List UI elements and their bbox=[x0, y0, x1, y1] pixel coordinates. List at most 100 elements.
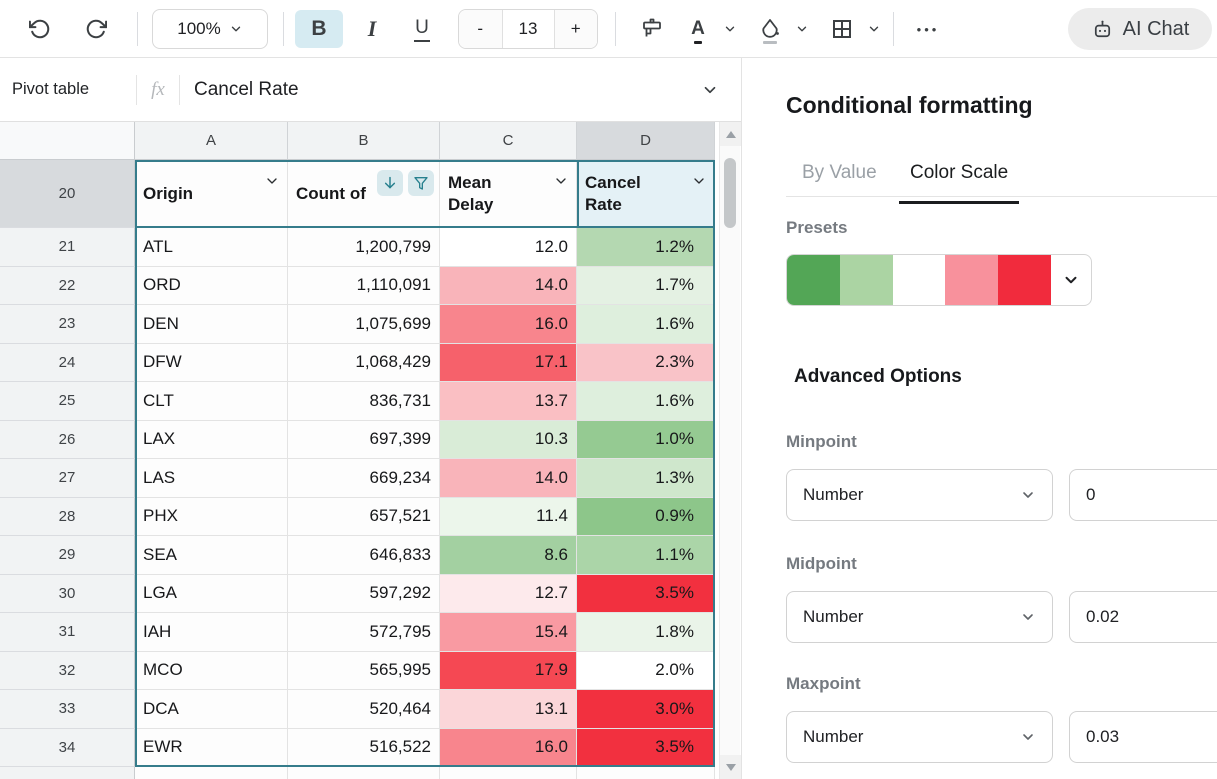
row-header[interactable]: 20 bbox=[0, 160, 135, 228]
cell-cancel-rate[interactable]: 3.5% bbox=[577, 574, 715, 613]
font-size-decrease-button[interactable]: - bbox=[459, 10, 502, 48]
formula-expand-chevron[interactable] bbox=[701, 81, 719, 99]
cell-mean-delay[interactable]: 12.7 bbox=[440, 574, 577, 613]
cell-cancel-rate[interactable]: 1.2% bbox=[577, 228, 715, 267]
sort-descending-icon[interactable] bbox=[377, 170, 403, 196]
row-header[interactable]: 25 bbox=[0, 382, 135, 421]
vertical-scrollbar[interactable] bbox=[719, 122, 741, 779]
italic-button[interactable]: I bbox=[352, 9, 392, 49]
column-header-a[interactable]: A bbox=[135, 122, 288, 160]
cell-cancel-rate[interactable]: 1.6% bbox=[577, 305, 715, 344]
cell[interactable] bbox=[577, 767, 715, 779]
cell-origin[interactable]: MCO bbox=[135, 651, 288, 690]
cell-cancel-rate[interactable]: 1.3% bbox=[577, 459, 715, 498]
cell-origin[interactable]: EWR bbox=[135, 728, 288, 767]
cell-count[interactable]: 697,399 bbox=[288, 420, 440, 459]
row-header[interactable]: 28 bbox=[0, 497, 135, 536]
cell-mean-delay[interactable]: 12.0 bbox=[440, 228, 577, 267]
scroll-up-button[interactable] bbox=[720, 122, 741, 146]
text-color-button[interactable]: A bbox=[680, 9, 716, 49]
row-header[interactable]: 23 bbox=[0, 305, 135, 344]
paint-format-button[interactable] bbox=[632, 9, 672, 49]
name-box[interactable]: Pivot table bbox=[12, 80, 90, 98]
row-header[interactable]: 31 bbox=[0, 613, 135, 652]
cell-origin[interactable]: LGA bbox=[135, 574, 288, 613]
cell-cancel-rate[interactable]: 2.3% bbox=[577, 343, 715, 382]
bold-button[interactable]: B bbox=[295, 10, 343, 48]
chevron-down-icon[interactable] bbox=[553, 173, 569, 189]
font-size-input[interactable]: 13 bbox=[501, 10, 555, 48]
maxpoint-type-dropdown[interactable]: Number bbox=[786, 711, 1053, 763]
column-header-b[interactable]: B bbox=[288, 122, 440, 160]
column-header-c[interactable]: C bbox=[440, 122, 577, 160]
cell[interactable] bbox=[440, 767, 577, 779]
chevron-down-icon[interactable] bbox=[691, 173, 707, 189]
cell-count[interactable]: 1,110,091 bbox=[288, 266, 440, 305]
cell-count[interactable]: 520,464 bbox=[288, 690, 440, 729]
scrollbar-thumb[interactable] bbox=[724, 158, 736, 228]
undo-button[interactable] bbox=[20, 9, 60, 49]
cell-mean-delay[interactable]: 14.0 bbox=[440, 459, 577, 498]
cell-origin[interactable]: DCA bbox=[135, 690, 288, 729]
corner-cell[interactable] bbox=[0, 122, 135, 160]
cell-mean-delay[interactable]: 10.3 bbox=[440, 420, 577, 459]
preset-color-scale-select[interactable] bbox=[786, 254, 1092, 306]
fill-color-dropdown[interactable] bbox=[788, 9, 816, 49]
cell-origin[interactable]: PHX bbox=[135, 497, 288, 536]
tab-by-value[interactable]: By Value bbox=[802, 162, 877, 183]
cell-origin[interactable]: LAX bbox=[135, 420, 288, 459]
header-cell-origin[interactable]: Origin bbox=[135, 160, 288, 228]
row-header[interactable]: 32 bbox=[0, 651, 135, 690]
cell-mean-delay[interactable]: 15.4 bbox=[440, 613, 577, 652]
cell-count[interactable]: 836,731 bbox=[288, 382, 440, 421]
cell-cancel-rate[interactable]: 1.8% bbox=[577, 613, 715, 652]
cell-cancel-rate[interactable]: 0.9% bbox=[577, 497, 715, 536]
row-header[interactable] bbox=[0, 767, 135, 779]
maxpoint-value-input[interactable]: 0.03 bbox=[1069, 711, 1217, 763]
cell-count[interactable]: 669,234 bbox=[288, 459, 440, 498]
row-header[interactable]: 29 bbox=[0, 536, 135, 575]
zoom-select[interactable]: 100% bbox=[152, 9, 268, 49]
cell-origin[interactable]: DEN bbox=[135, 305, 288, 344]
cell-count[interactable]: 597,292 bbox=[288, 574, 440, 613]
tab-color-scale[interactable]: Color Scale bbox=[898, 156, 1020, 204]
cell-mean-delay[interactable]: 11.4 bbox=[440, 497, 577, 536]
cell-count[interactable]: 1,075,699 bbox=[288, 305, 440, 344]
row-header[interactable]: 33 bbox=[0, 690, 135, 729]
cell-cancel-rate[interactable]: 3.0% bbox=[577, 690, 715, 729]
header-cell-mean-delay[interactable]: Mean Delay bbox=[440, 160, 577, 228]
cell-mean-delay[interactable]: 16.0 bbox=[440, 305, 577, 344]
cell-cancel-rate[interactable]: 1.7% bbox=[577, 266, 715, 305]
cell-cancel-rate[interactable]: 3.5% bbox=[577, 728, 715, 767]
scroll-down-button[interactable] bbox=[720, 755, 741, 779]
cell[interactable] bbox=[288, 767, 440, 779]
row-header[interactable]: 22 bbox=[0, 266, 135, 305]
cell-count[interactable]: 516,522 bbox=[288, 728, 440, 767]
cell-cancel-rate[interactable]: 1.1% bbox=[577, 536, 715, 575]
cell-mean-delay[interactable]: 8.6 bbox=[440, 536, 577, 575]
cell-cancel-rate[interactable]: 1.0% bbox=[577, 420, 715, 459]
cell-mean-delay[interactable]: 17.1 bbox=[440, 343, 577, 382]
cell-count[interactable]: 646,833 bbox=[288, 536, 440, 575]
cell-mean-delay[interactable]: 13.1 bbox=[440, 690, 577, 729]
midpoint-value-input[interactable]: 0.02 bbox=[1069, 591, 1217, 643]
cell-count[interactable]: 1,068,429 bbox=[288, 343, 440, 382]
row-header[interactable]: 26 bbox=[0, 420, 135, 459]
row-header[interactable]: 24 bbox=[0, 343, 135, 382]
cell-origin[interactable]: LAS bbox=[135, 459, 288, 498]
column-header-d[interactable]: D bbox=[577, 122, 715, 160]
text-color-dropdown[interactable] bbox=[716, 9, 744, 49]
cell-origin[interactable]: CLT bbox=[135, 382, 288, 421]
cell-origin[interactable]: ORD bbox=[135, 266, 288, 305]
fill-color-button[interactable] bbox=[752, 9, 788, 49]
cell-cancel-rate[interactable]: 1.6% bbox=[577, 382, 715, 421]
chevron-down-icon[interactable] bbox=[264, 173, 280, 189]
minpoint-value-input[interactable]: 0 bbox=[1069, 469, 1217, 521]
cell-origin[interactable]: DFW bbox=[135, 343, 288, 382]
cell-count[interactable]: 1,200,799 bbox=[288, 228, 440, 267]
cell-origin[interactable]: IAH bbox=[135, 613, 288, 652]
row-header[interactable]: 21 bbox=[0, 228, 135, 267]
cell-cancel-rate[interactable]: 2.0% bbox=[577, 651, 715, 690]
midpoint-type-dropdown[interactable]: Number bbox=[786, 591, 1053, 643]
cell[interactable] bbox=[135, 767, 288, 779]
